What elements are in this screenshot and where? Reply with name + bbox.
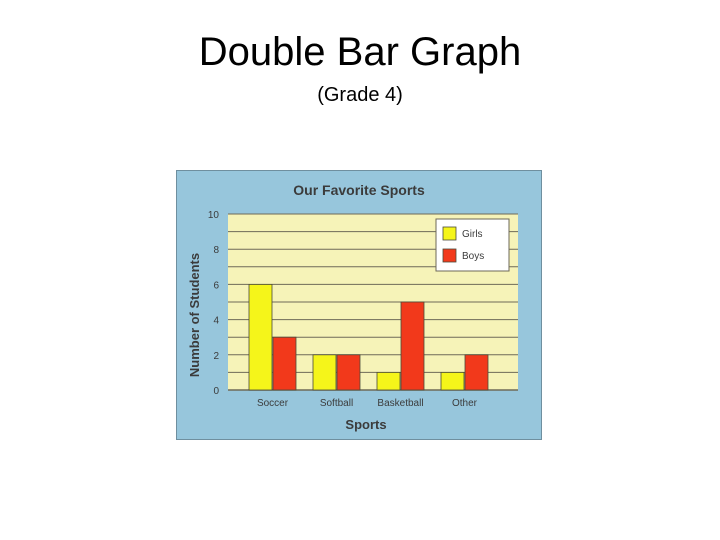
y-tick-labels: 0 2 4 6 8 10	[208, 210, 220, 397]
x-tick-label: Softball	[320, 398, 353, 409]
bar-boys-basketball	[400, 301, 425, 391]
bar-boys-soccer	[272, 336, 297, 391]
bar-girls-softball	[312, 354, 337, 391]
y-tick-label: 4	[213, 316, 219, 327]
y-axis-label: Number of Students	[187, 253, 202, 377]
legend-swatch-boys	[442, 248, 457, 263]
y-tick-label: 10	[208, 210, 220, 221]
x-tick-label: Basketball	[377, 398, 423, 409]
bar-boys-softball	[336, 354, 361, 391]
x-axis-label: Sports	[345, 417, 386, 432]
y-tick-label: 6	[213, 280, 219, 291]
slide-title: Double Bar Graph	[198, 30, 522, 74]
chart-title: Our Favorite Sports	[293, 182, 425, 198]
legend-swatch-girls	[442, 226, 457, 241]
y-tick-label: 0	[213, 386, 219, 397]
y-tick-label: 2	[213, 351, 219, 362]
bar-girls-basketball	[376, 371, 401, 391]
slide-subtitle: (Grade 4)	[317, 84, 403, 106]
x-tick-labels: Soccer Softball Basketball Other	[257, 398, 478, 409]
bar-girls-soccer	[248, 284, 273, 391]
bar-chart: Our Favorite Sports Number of Students S…	[176, 170, 542, 440]
x-tick-label: Soccer	[257, 398, 289, 409]
legend-label-girls: Girls	[462, 229, 483, 240]
chart-panel: Our Favorite Sports Number of Students S…	[176, 170, 542, 440]
bars	[248, 284, 489, 391]
legend-label-boys: Boys	[462, 251, 484, 262]
x-tick-label: Other	[452, 398, 478, 409]
bar-girls-other	[440, 371, 465, 391]
legend: Girls Boys	[435, 218, 510, 272]
bar-boys-other	[464, 354, 489, 391]
y-tick-label: 8	[213, 245, 219, 256]
